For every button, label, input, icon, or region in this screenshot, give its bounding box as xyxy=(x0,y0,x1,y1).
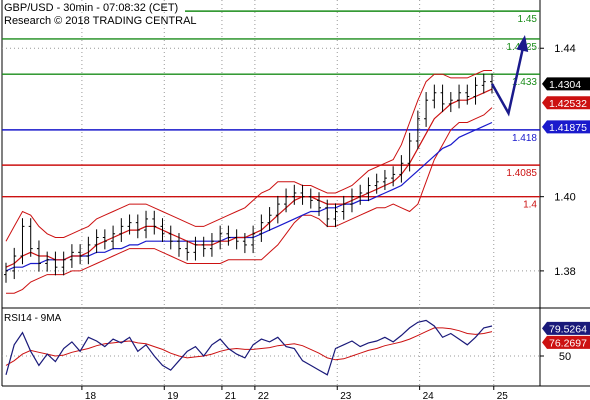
price-bar xyxy=(325,199,330,228)
price-tag-label: 1.42532 xyxy=(549,98,587,110)
price-bar xyxy=(201,236,206,257)
price-bar xyxy=(226,225,231,246)
price-tag-box xyxy=(542,96,590,110)
price-bar xyxy=(415,110,420,150)
price-bar xyxy=(160,218,165,242)
price-bar xyxy=(242,233,247,254)
rsi-ma-line xyxy=(5,327,493,366)
price-bar xyxy=(176,233,181,257)
price-tag-label: 1.41875 xyxy=(549,122,587,134)
price-bar xyxy=(45,251,50,272)
price-bar xyxy=(358,184,363,205)
price-bar xyxy=(308,188,313,209)
price-bar xyxy=(432,84,437,109)
price-bar xyxy=(300,184,305,205)
rsi-tag-box xyxy=(542,321,590,335)
rsi-panel-title: RSI14 - 9MA xyxy=(4,313,62,324)
price-bar xyxy=(333,203,338,228)
price-tag-box xyxy=(542,120,590,134)
price-bar xyxy=(424,92,429,127)
date-tick-label: 21 xyxy=(225,391,237,400)
price-tick-label: 1.38 xyxy=(554,266,575,278)
price-bar xyxy=(473,77,478,105)
level-label: 1.4085 xyxy=(506,168,537,179)
bollinger-lower-line xyxy=(6,107,493,294)
price-bar xyxy=(193,236,198,261)
copyright-text: Research © 2018 TRADING CENTRAL xyxy=(4,15,197,27)
price-bar xyxy=(317,192,322,216)
price-bar xyxy=(135,214,140,239)
rsi-tag-box xyxy=(542,335,590,349)
price-bar xyxy=(168,225,173,250)
bollinger-upper-line xyxy=(5,70,492,242)
price-bar xyxy=(53,251,58,276)
projection-arrow-path xyxy=(490,38,527,117)
rsi-tag-label: 79.5264 xyxy=(549,323,587,335)
price-bar xyxy=(284,188,289,213)
price-bar xyxy=(267,207,272,231)
price-bar xyxy=(292,184,297,205)
price-bar xyxy=(185,240,190,261)
price-bar xyxy=(259,214,264,242)
price-bar xyxy=(12,247,17,280)
price-bar xyxy=(36,240,41,272)
price-bar xyxy=(382,169,387,190)
date-tick-label: 18 xyxy=(85,391,97,400)
price-bar xyxy=(234,229,239,250)
price-bar xyxy=(341,195,346,220)
date-tick-label: 24 xyxy=(423,391,435,400)
price-bar xyxy=(465,84,470,105)
price-bar xyxy=(20,218,25,265)
chart-title: GBP/USD - 30min - 07:08:32 (CET) xyxy=(4,2,179,14)
price-bar xyxy=(457,84,462,109)
price-tick-label: 1.44 xyxy=(554,43,575,55)
date-tick-label: 23 xyxy=(340,391,352,400)
price-bar xyxy=(111,225,116,250)
price-bar xyxy=(86,236,91,265)
price-bar xyxy=(78,244,83,265)
level-label: 1.418 xyxy=(512,133,537,144)
price-tag-box xyxy=(542,77,590,91)
rsi-line xyxy=(5,319,493,376)
price-bar xyxy=(218,225,223,250)
fast-ma-line xyxy=(5,88,493,268)
date-tick-label: 22 xyxy=(258,391,270,400)
price-bar xyxy=(391,166,396,187)
rsi-tick-label: 50 xyxy=(559,351,571,363)
price-bar xyxy=(144,210,149,239)
price-bar xyxy=(102,229,107,250)
level-label: 1.45 xyxy=(518,14,538,25)
price-bar xyxy=(127,214,132,235)
level-label: 1.4 xyxy=(523,200,537,211)
date-tick-label: 19 xyxy=(167,391,179,400)
price-bar xyxy=(399,155,404,183)
price-tag-label: 1.4304 xyxy=(549,79,581,91)
projection-arrow-head xyxy=(516,34,529,52)
price-bar xyxy=(275,195,280,224)
price-bar xyxy=(61,251,66,276)
price-bar xyxy=(152,210,157,235)
price-bar xyxy=(407,132,412,172)
price-bar xyxy=(349,188,354,213)
rsi-tag-label: 76.2697 xyxy=(549,337,587,349)
price-bar xyxy=(119,218,124,242)
price-bar xyxy=(4,262,8,283)
price-bar xyxy=(440,84,445,113)
price-bar xyxy=(481,73,486,94)
level-label: 1.433 xyxy=(512,77,537,88)
price-bar xyxy=(366,177,371,202)
price-bar xyxy=(374,173,379,194)
price-bar xyxy=(448,92,453,113)
price-bar xyxy=(209,233,214,257)
price-bar xyxy=(69,244,74,268)
price-bar xyxy=(94,229,99,254)
price-bar xyxy=(28,218,33,257)
price-tick-label: 1.40 xyxy=(554,192,575,204)
price-bar xyxy=(251,225,256,254)
date-tick-label: 25 xyxy=(497,391,509,400)
